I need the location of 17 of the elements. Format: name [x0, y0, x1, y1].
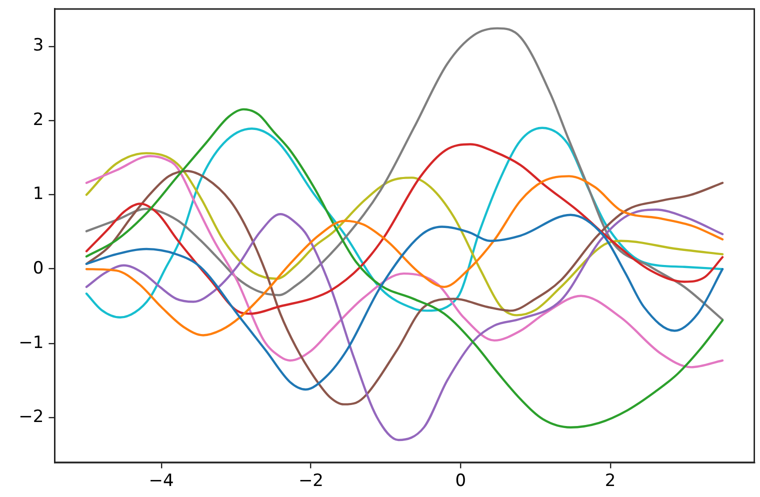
- line-series: [85, 170, 724, 406]
- y-tick-label: −2: [18, 407, 44, 428]
- y-tick-label: 2: [32, 110, 44, 130]
- y-tick-label: 0: [32, 258, 44, 279]
- x-tick-label: −2: [298, 470, 324, 491]
- x-tick-label: 2: [604, 470, 616, 491]
- line-series: [85, 27, 724, 321]
- line-series: [85, 208, 724, 442]
- line-series: [85, 214, 724, 391]
- x-tick-label: 0: [455, 470, 466, 491]
- line-series: [85, 155, 724, 368]
- line-series: [85, 175, 724, 336]
- y-tick-label: 1: [32, 184, 44, 204]
- line-series: [85, 108, 724, 428]
- y-tick-label: 3: [32, 36, 44, 56]
- x-tick-label: −4: [148, 470, 174, 491]
- y-tick-label: −1: [18, 332, 44, 353]
